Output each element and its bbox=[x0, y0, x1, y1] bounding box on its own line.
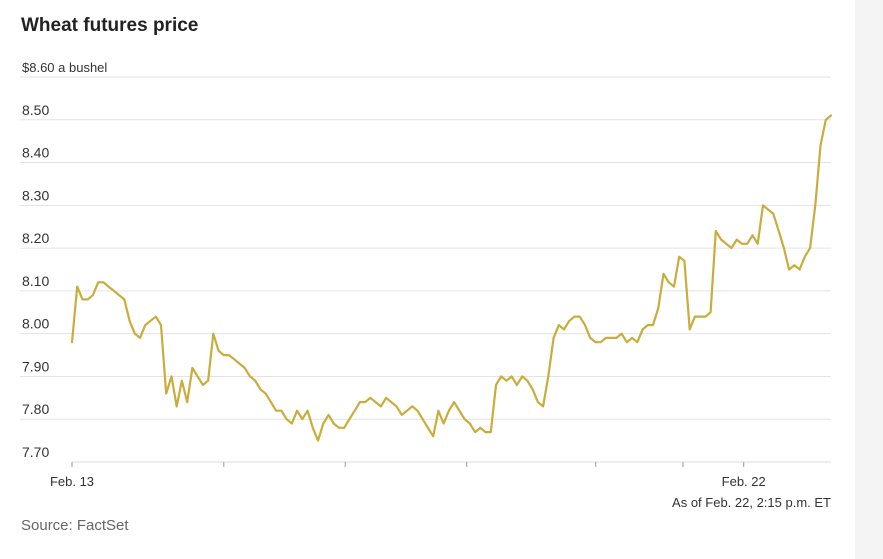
y-tick-label: 8.40 bbox=[22, 145, 49, 161]
y-tick-label: 8.30 bbox=[22, 187, 49, 203]
gridlines bbox=[20, 76, 831, 420]
y-tick-label: 7.70 bbox=[22, 444, 49, 460]
y-tick-label: 8.50 bbox=[22, 102, 49, 118]
y-axis-tick-labels: $8.60 a bushel 8.50 8.40 8.30 8.20 8.10 8.00 7.… bbox=[22, 60, 107, 460]
y-tick-label: 8.00 bbox=[22, 316, 49, 332]
y-tick-label: 7.90 bbox=[22, 358, 49, 374]
y-tick-label: 7.80 bbox=[22, 401, 49, 417]
x-axis-tick-labels: Feb. 13 Feb. 22 bbox=[50, 474, 766, 489]
as-of-note: As of Feb. 22, 2:15 p.m. ET bbox=[672, 495, 831, 510]
x-axis-ticks bbox=[71, 462, 745, 467]
right-edge-panel bbox=[855, 0, 883, 559]
y-tick-label: 8.10 bbox=[22, 273, 49, 289]
y-tick-label: 8.20 bbox=[22, 230, 49, 246]
source-note: Source: FactSet bbox=[21, 517, 129, 534]
x-tick-label: Feb. 13 bbox=[50, 474, 94, 489]
chart-title: Wheat futures price bbox=[21, 15, 199, 36]
x-tick-label: Feb. 22 bbox=[722, 474, 766, 489]
y-tick-label: $8.60 a bushel bbox=[22, 60, 107, 75]
price-series-line bbox=[70, 114, 833, 442]
